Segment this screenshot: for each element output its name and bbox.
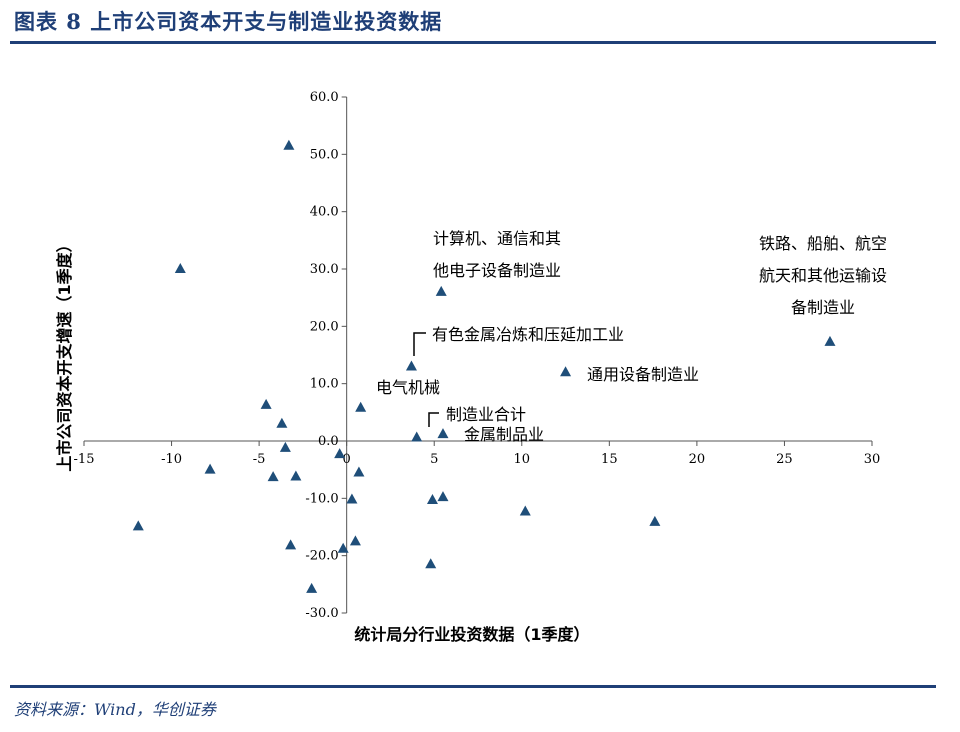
data-point-marker [349,535,361,546]
annotation-label: 计算机、通信和其 [433,229,561,248]
data-point-marker [519,505,531,516]
data-point-marker [824,335,836,346]
leader-line [413,332,426,356]
x-tick-label: 5 [430,452,438,467]
data-point-marker [279,441,291,452]
y-tick-label: -10.0 [305,491,338,506]
annotation-label: 航天和其他运输设 [759,266,887,285]
x-tick-label: 20 [689,452,706,467]
data-point-marker [649,515,661,526]
data-point-marker [132,520,144,531]
data-point-marker [355,401,367,412]
tick-labels: -15 -10 -5 0 5 10 15 20 25 30 60.0 50.0 40.0 30.0 20.0… [74,90,881,621]
data-point-marker [337,542,349,553]
data-point-marker [346,493,358,504]
data-point-marker [283,139,295,150]
data-point-marker [334,448,346,459]
x-axis-title: 统计局分行业投资数据（1季度） [354,625,589,644]
data-point-marker [437,428,449,439]
x-tick-label: -5 [253,452,266,467]
annotation-label: 制造业合计 [446,405,526,424]
data-point-marker [560,366,572,377]
data-point-marker [260,398,272,409]
annotation-leaders [413,332,439,427]
source-note: 资料来源：Wind，华创证券 [14,700,216,719]
figure-title: 图表 8 上市公司资本开支与制造业投资数据 [14,9,443,34]
x-tick-label: -10 [161,452,182,467]
y-tick-label: 60.0 [310,90,339,105]
annotation-label: 通用设备制造业 [587,365,699,384]
data-point-marker [174,263,186,273]
data-point-marker [306,582,318,593]
axes [83,96,873,614]
y-tick-label: -30.0 [305,606,338,621]
x-tick-label: -15 [74,452,95,467]
data-point-marker [204,463,216,474]
annotation-label: 铁路、船舶、航空 [759,234,887,253]
annotation-label: 电气机械 [376,378,440,397]
data-point-marker [353,466,365,477]
y-tick-label: 20.0 [310,319,339,334]
data-point-marker [435,285,447,296]
scatter-chart: -15 -10 -5 0 5 10 15 20 25 30 60.0 50.0 40.0 30.0 20.0… [55,90,887,644]
data-point-marker [276,417,288,428]
y-axis-title: 上市公司资本开支增速（1季度） [55,236,74,471]
data-point-marker [405,360,417,371]
data-point-marker [425,558,437,569]
data-point-marker [411,431,423,442]
x-tick-label: 10 [514,452,531,467]
y-tick-label: 40.0 [310,205,339,220]
data-point-marker [285,539,297,550]
y-tick-label: 50.0 [310,147,339,162]
x-tick-label: 0 [343,452,351,467]
y-tick-label: 10.0 [310,377,339,392]
x-tick-label: 25 [776,452,793,467]
annotation-label: 金属制品业 [464,425,544,444]
x-tick-label: 15 [601,452,618,467]
annotation-label: 备制造业 [791,298,855,317]
annotation-label: 有色金属冶炼和压延加工业 [432,325,624,344]
y-tick-label: -20.0 [305,549,338,564]
data-point-marker [426,494,438,505]
leader-line [428,412,439,427]
annotation-label: 他电子设备制造业 [433,261,561,280]
y-tick-label: 0.0 [318,434,339,449]
title-rule [10,41,936,44]
x-tick-label: 30 [864,452,881,467]
footer-rule [10,685,936,688]
y-tick-label: 30.0 [310,262,339,277]
data-point-marker [290,470,302,481]
data-point-marker [267,471,279,482]
data-point-marker [437,491,449,502]
data-points [132,139,836,593]
